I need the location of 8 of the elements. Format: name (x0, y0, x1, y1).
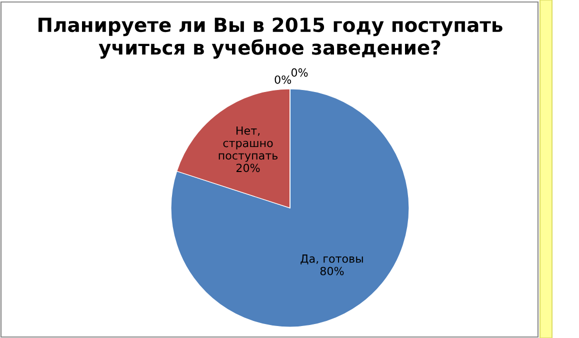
data-label: 20% (236, 164, 260, 172)
data-label: 80% (320, 266, 344, 276)
slice-label: Нет, страшно поступать (218, 126, 278, 162)
slice-label: Да, готовы (300, 254, 363, 264)
text: 0% (274, 75, 292, 84)
text: 0% (291, 68, 308, 77)
chart-title: Планируете ли Вы в 2015 году поступать учиться в учебное заведение? (38, 17, 502, 59)
pie-slice (170, 88, 410, 328)
